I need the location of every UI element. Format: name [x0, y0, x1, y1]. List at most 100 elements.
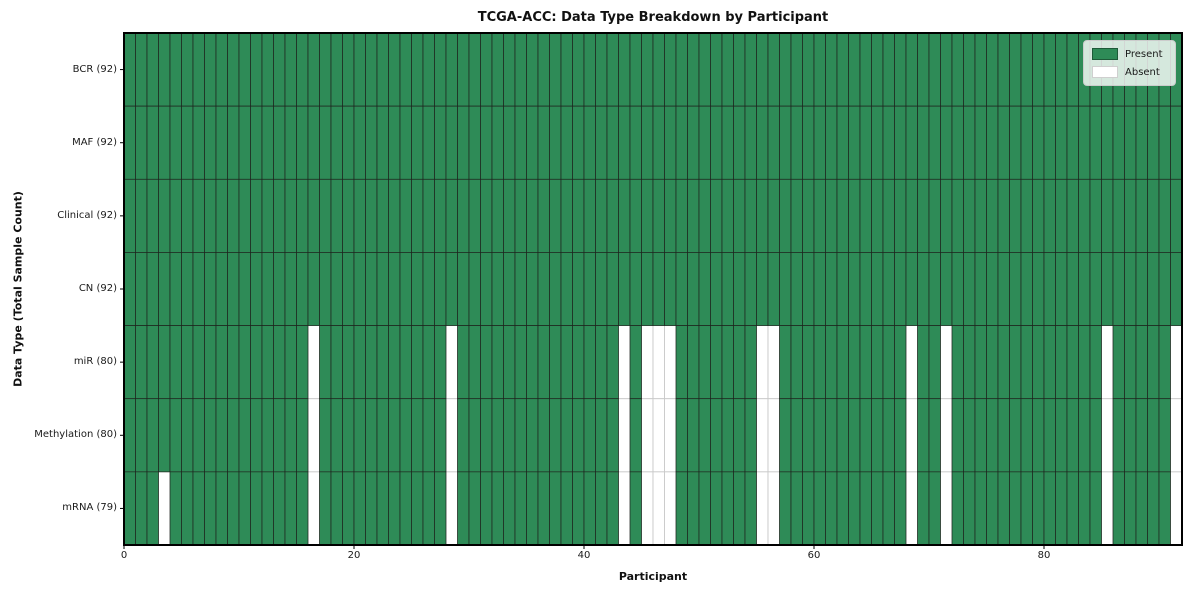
heatmap-cell [583, 252, 596, 326]
heatmap-cell [284, 105, 297, 180]
heatmap-cell [146, 471, 159, 546]
heatmap-cell [733, 105, 746, 180]
heatmap-cell [744, 471, 757, 546]
heatmap-cell [1043, 471, 1056, 546]
heatmap-cell [859, 32, 872, 107]
heatmap-cell [434, 471, 447, 546]
heatmap-cell [457, 325, 470, 400]
heatmap-cell [779, 105, 792, 180]
heatmap-cell [526, 471, 539, 546]
heatmap-cell [549, 398, 562, 473]
heatmap-cell [813, 398, 826, 473]
heatmap-cell [974, 32, 987, 107]
heatmap-cell [733, 398, 746, 473]
heatmap-cell [158, 471, 171, 546]
heatmap-cell [664, 398, 677, 473]
heatmap-cell [181, 252, 194, 326]
heatmap-cell [560, 178, 573, 253]
heatmap-cell [422, 252, 435, 326]
legend: Present Absent [1083, 40, 1176, 86]
heatmap-cell [583, 471, 596, 546]
heatmap-cell [445, 398, 458, 473]
heatmap-cell [790, 32, 803, 107]
x-tick-label: 40 [577, 550, 591, 561]
heatmap-cell [894, 471, 907, 546]
heatmap-cell [928, 325, 941, 400]
heatmap-cell [882, 32, 895, 107]
heatmap-cell [1135, 471, 1148, 546]
heatmap-cell [802, 105, 815, 180]
heatmap-cell [698, 252, 711, 326]
heatmap-cell [986, 105, 999, 180]
heatmap-cell [687, 252, 700, 326]
heatmap-cell [756, 398, 769, 473]
heatmap-cell [1170, 105, 1183, 180]
x-axis-label: Participant [618, 570, 688, 583]
heatmap-cell [1078, 398, 1091, 473]
heatmap-cell [583, 325, 596, 400]
heatmap-cell [917, 252, 930, 326]
heatmap-cell [963, 178, 976, 253]
heatmap-cell [457, 32, 470, 107]
heatmap-cell [572, 398, 585, 473]
heatmap-cell [549, 178, 562, 253]
heatmap-cell [1135, 325, 1148, 400]
heatmap-cell [192, 252, 205, 326]
heatmap-cell [296, 325, 309, 400]
heatmap-cell [859, 471, 872, 546]
heatmap-cell [802, 471, 815, 546]
heatmap-cell [457, 398, 470, 473]
heatmap-cell [595, 32, 608, 107]
heatmap-cell [468, 178, 481, 253]
heatmap-cell [1112, 105, 1125, 180]
heatmap-cell [135, 178, 148, 253]
heatmap-cell [526, 325, 539, 400]
heatmap-cell [307, 105, 320, 180]
heatmap-cell [1078, 252, 1091, 326]
heatmap-cell [238, 252, 251, 326]
heatmap-cell [710, 178, 723, 253]
heatmap-cell [1158, 325, 1171, 400]
heatmap-cell [1124, 105, 1137, 180]
heatmap-cell [560, 32, 573, 107]
heatmap-cell [1124, 178, 1137, 253]
heatmap-cell [238, 398, 251, 473]
heatmap-cell [1009, 471, 1022, 546]
heatmap-cell [261, 178, 274, 253]
heatmap-cell [583, 398, 596, 473]
heatmap-cell [273, 105, 286, 180]
heatmap-cell [963, 398, 976, 473]
legend-label-absent: Absent [1125, 66, 1160, 78]
heatmap-cell [848, 32, 861, 107]
heatmap-cell [215, 398, 228, 473]
heatmap-cell [342, 325, 355, 400]
heatmap-cell [123, 32, 136, 107]
heatmap-cell [319, 105, 332, 180]
heatmap-cell [491, 252, 504, 326]
heatmap-cell [629, 325, 642, 400]
heatmap-cell [468, 398, 481, 473]
heatmap-cell [296, 178, 309, 253]
heatmap-cell [664, 178, 677, 253]
heatmap-cell [848, 398, 861, 473]
heatmap-cell [641, 471, 654, 546]
heatmap-cell [411, 105, 424, 180]
heatmap-cell [1020, 105, 1033, 180]
heatmap-cell [215, 105, 228, 180]
heatmap-cell [756, 252, 769, 326]
heatmap-cell [399, 325, 412, 400]
heatmap-cell [1112, 252, 1125, 326]
heatmap-cell [606, 252, 619, 326]
heatmap-cell [802, 398, 815, 473]
heatmap-cell [882, 178, 895, 253]
heatmap-cell [928, 252, 941, 326]
heatmap-cell [514, 32, 527, 107]
heatmap-cell [905, 178, 918, 253]
heatmap-cell [434, 252, 447, 326]
heatmap-cell [1101, 178, 1114, 253]
heatmap-cell [1055, 178, 1068, 253]
heatmap-cell [388, 32, 401, 107]
heatmap-cell [135, 325, 148, 400]
heatmap-cell [986, 32, 999, 107]
x-tick-label: 20 [347, 550, 361, 561]
